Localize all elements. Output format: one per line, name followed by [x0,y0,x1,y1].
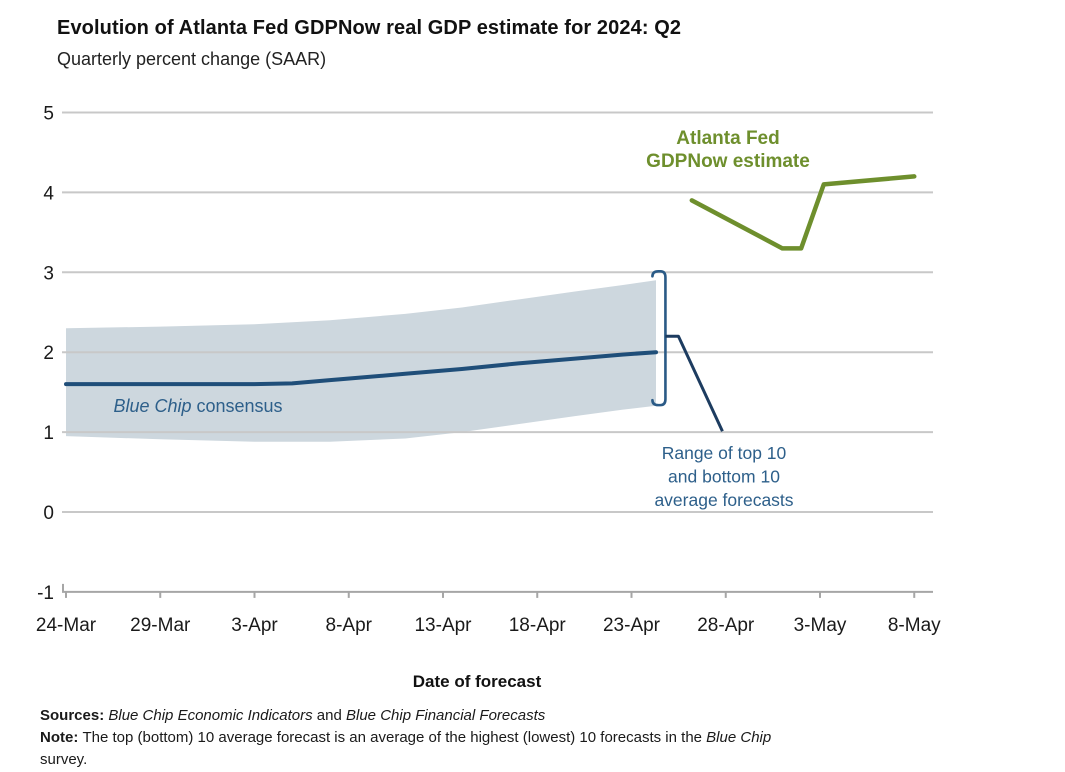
x-tick-label-8-May: 8-May [888,615,941,636]
y-tick-label-1: 1 [43,423,54,444]
y-tick-label-5: 5 [43,104,54,125]
sources-label: Sources: [40,707,109,724]
x-tick-label-3-Apr: 3-Apr [231,615,278,636]
gdpnow-line-label: GDPNow estimate [646,151,810,172]
x-tick-label-28-Apr: 28-Apr [697,615,755,636]
range-band-label: Range of top 10 [662,443,787,463]
forecast-range-band [66,280,657,442]
x-tick-label-29-Mar: 29-Mar [130,615,191,636]
y-tick-label--1: -1 [37,583,54,604]
sources-conjunction: and [312,707,346,724]
y-tick-label-3: 3 [43,263,54,284]
chart-title: Evolution of Atlanta Fed GDPNow real GDP… [57,17,682,39]
range-bracket [651,270,667,407]
consensus-line-label: Blue Chip consensus [113,396,282,416]
note-tail: survey. [40,750,88,768]
x-tick-label-13-Apr: 13-Apr [414,615,472,636]
chart-subtitle: Quarterly percent change (SAAR) [57,49,327,69]
gdpnow-estimate-line [689,174,917,251]
note-publication: Blue Chip [706,728,772,746]
note-label: Note: [40,728,83,746]
note-line: Note: The top (bottom) 10 average foreca… [40,727,870,771]
x-tick-label-8-Apr: 8-Apr [326,615,373,636]
x-tick-label-3-May: 3-May [794,615,847,636]
note-body: The top (bottom) 10 average forecast is … [82,728,707,746]
range-band-label: and bottom 10 [668,467,780,487]
y-tick-label-2: 2 [43,343,54,364]
x-tick-label-24-Mar: 24-Mar [36,615,97,636]
x-axis-title: Date of forecast [412,672,542,691]
sources-publication-1: Blue Chip Economic Indicators [108,707,313,724]
range-callout-line [665,334,724,432]
blue-chip-consensus-line [64,350,659,387]
sources-line: Sources: Blue Chip Economic Indicators a… [40,705,870,727]
x-tick-label-18-Apr: 18-Apr [509,615,567,636]
x-tick-label-23-Apr: 23-Apr [603,615,661,636]
gdpnow-line-label: Atlanta Fed [676,128,779,149]
y-tick-label-0: 0 [43,503,54,524]
footnotes: Sources: Blue Chip Economic Indicators a… [40,705,870,770]
range-band-label: average forecasts [654,490,793,510]
sources-publication-2: Blue Chip Financial Forecasts [346,707,546,724]
y-tick-label-4: 4 [43,183,54,204]
